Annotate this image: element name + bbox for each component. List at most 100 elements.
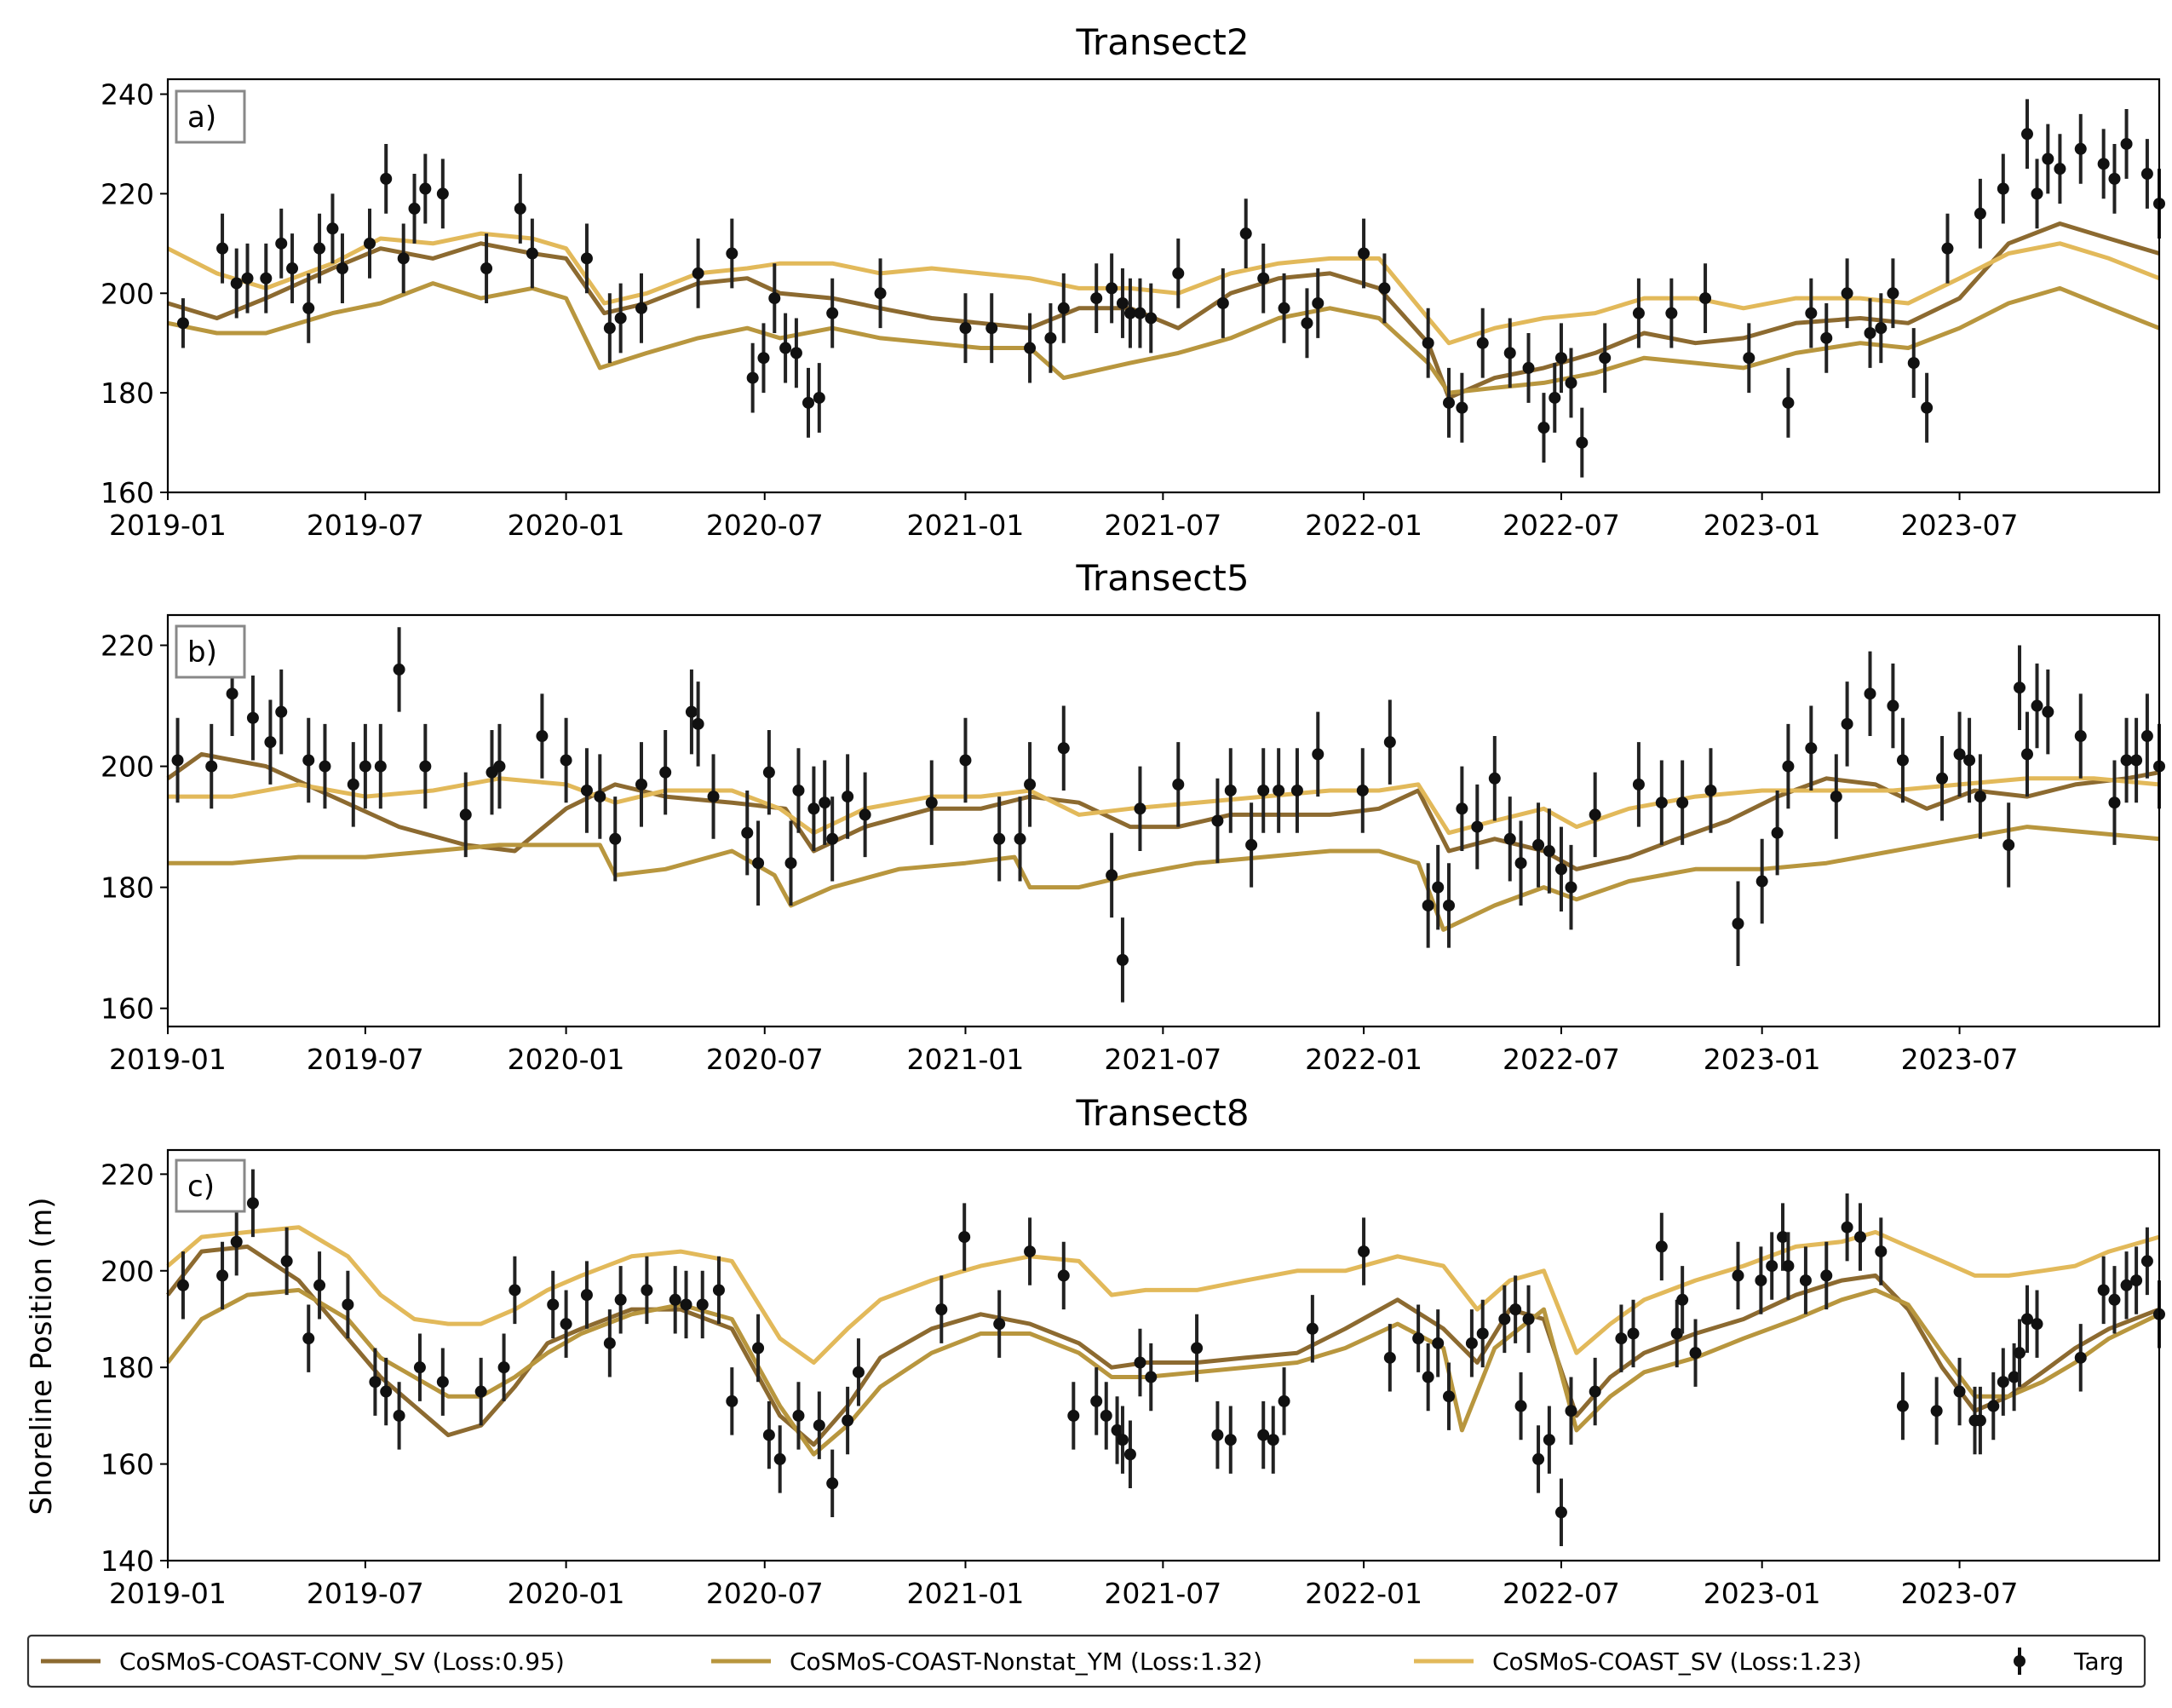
plot-frame [166,78,2161,494]
target-point [685,705,698,718]
panel-letter-box: b) [175,624,246,679]
target-point [726,1395,738,1407]
target-point [1743,352,1755,365]
legend-label: CoSMoS-COAST-Nonstat_YM (Loss:1.32) [790,1648,1262,1676]
target-point [1488,772,1501,785]
x-tick-label: 2021-07 [1104,1043,1221,1076]
target-point [792,1409,805,1422]
target-point [614,312,627,325]
target-point [757,352,770,365]
y-tick-label: 200 [101,277,154,310]
target-point [1358,1245,1370,1258]
x-tick-label: 2023-07 [1901,1043,2019,1076]
target-point [1549,391,1561,404]
target-point [925,796,938,809]
target-point [580,784,593,796]
target-point [369,1376,382,1389]
target-point [560,1318,572,1331]
target-point [1306,1322,1319,1335]
target-point [1532,838,1545,851]
panel-transect8: Transect8 140 160 180 200 220 2019-01 2019-07 2… [101,1092,2165,1610]
y-tick-label: 160 [101,1448,154,1481]
x-tick-label: 2022-01 [1305,1577,1422,1610]
target-point [397,252,410,265]
target-point [1498,1313,1511,1326]
target-point [286,262,299,275]
target-point [2097,1284,2110,1297]
y-tick-label: 160 [101,992,154,1026]
target-point [2031,1318,2043,1331]
x-tick-label: 2020-01 [508,1043,625,1076]
target-point [393,1409,405,1422]
x-tick-label: 2020-07 [706,1043,824,1076]
y-tick-label: 180 [101,1351,154,1384]
target-point [1676,1293,1689,1306]
target-point [1655,796,1668,809]
target-point [1599,352,1612,365]
target-point [1907,357,1920,370]
target-point [1543,845,1555,858]
target-point [1805,742,1818,755]
target-point [1565,1405,1577,1418]
target-point [1864,687,1876,700]
target-point [2020,1313,2033,1326]
target-point [1655,1240,1668,1253]
target-point [1358,247,1370,260]
target-point [1615,1332,1628,1345]
target-point [205,760,218,773]
target-point [1522,361,1535,374]
target-point [1689,1347,1702,1360]
target-point [1887,287,1899,300]
target-point [1670,1327,1683,1340]
target-point [874,287,887,300]
panel-letter-frame [175,624,246,679]
target-point [374,760,387,773]
target-point [842,1414,854,1427]
axis-layer: 160 180 200 220 2019-01 2019-07 2020-01 2020-07… [101,630,2019,1076]
target-point [1476,1327,1489,1340]
target-point [692,717,704,730]
panel-letter: c) [187,1170,215,1204]
axis-layer: 160 180 200 220 240 2019-01 2019-07 2020-01 2020… [101,78,2019,542]
target-point [359,760,371,773]
target-point [1116,953,1129,966]
target-point [1257,784,1270,796]
target-point [802,396,815,409]
panel-letter: a) [187,101,216,135]
legend-entry-nonstat-ym: CoSMoS-COAST-Nonstat_YM (Loss:1.32) [711,1648,1262,1676]
target-point [246,1197,259,1210]
target-point [2140,168,2153,181]
target-point [859,808,871,821]
target-point [779,342,792,354]
y-axis-label: Shoreline Position (m) [25,1197,59,1515]
target-point [1503,347,1516,359]
target-point [380,1385,393,1398]
target-point [1278,1395,1290,1407]
target-point [1432,1337,1445,1349]
target-point [1704,784,1717,796]
target-point [2108,1293,2121,1306]
legend-marker-icon [2014,1655,2025,1667]
y-tick-label: 220 [101,1158,154,1191]
x-tick-label: 2021-01 [907,1043,1025,1076]
target-point [1987,1400,2000,1412]
target-point [260,272,273,285]
y-tick-label: 200 [101,1255,154,1288]
target-point [1543,1434,1555,1446]
target-point [1565,881,1577,894]
target-point [436,1376,449,1389]
target-point [1799,1274,1812,1287]
target-point [1356,784,1369,796]
target-point [1841,287,1853,300]
target-point [1514,857,1527,870]
target-point [1312,748,1324,761]
target-point [826,832,839,845]
target-point [364,237,376,250]
target-point [1476,336,1489,349]
target-point [1057,1269,1070,1282]
target-point [1312,296,1324,309]
y-tick-label: 220 [101,177,154,210]
target-point [1044,331,1057,344]
target-point [1771,826,1784,839]
